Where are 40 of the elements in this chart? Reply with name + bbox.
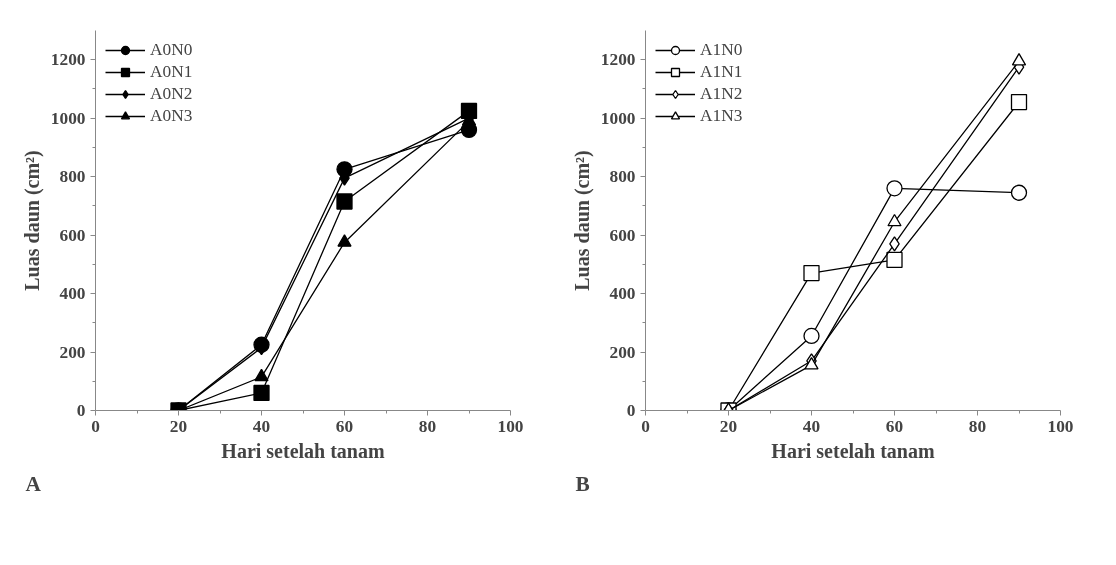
legend-label: A1N3 [700, 106, 743, 126]
x-tick-label: 40 [802, 416, 821, 436]
y-tick-label: 400 [59, 284, 86, 304]
legend-label: A0N1 [150, 62, 193, 82]
y-tick-label: 600 [609, 225, 636, 245]
y-tick-label: 1200 [50, 50, 86, 70]
y-tick-label: 0 [76, 401, 86, 420]
x-axis-title: Hari setelah tanam [771, 439, 935, 462]
y-tick-label: 1200 [600, 50, 636, 70]
x-tick-label: 80 [418, 416, 437, 436]
y-tick-label: 800 [609, 167, 636, 187]
y-tick-label: 200 [59, 342, 86, 362]
y-tick-label: 600 [59, 225, 86, 245]
legend-label: A1N2 [700, 84, 743, 104]
y-tick-label: 0 [626, 401, 636, 420]
x-tick-label: 80 [968, 416, 987, 436]
legend-label: A1N0 [700, 40, 743, 60]
x-tick-label: 60 [335, 416, 354, 436]
text: B [575, 471, 590, 496]
x-axis-title: Hari setelah tanam [221, 439, 385, 462]
x-tick-label: 40 [252, 416, 271, 436]
y-axis-title: Luas daun (cm²) [570, 150, 594, 291]
x-tick-label: 20 [169, 416, 188, 436]
x-tick-label: 100 [1047, 416, 1074, 436]
legend-label: A0N2 [150, 84, 193, 104]
y-tick-label: 200 [609, 342, 636, 362]
legend-label: A0N0 [150, 40, 193, 60]
legend-label: A0N3 [150, 106, 193, 126]
x-tick-label: 0 [91, 416, 100, 436]
x-tick-label: 20 [719, 416, 738, 436]
y-tick-label: 1000 [600, 108, 636, 128]
x-tick-label: 100 [497, 416, 524, 436]
text: A [25, 471, 42, 496]
x-tick-label: 60 [885, 416, 904, 436]
y-axis-title: Luas daun (cm²) [20, 150, 44, 291]
y-tick-label: 1000 [50, 108, 86, 128]
y-tick-label: 400 [609, 284, 636, 304]
y-tick-label: 800 [59, 167, 86, 187]
legend-label: A1N1 [700, 62, 743, 82]
x-tick-label: 0 [641, 416, 650, 436]
